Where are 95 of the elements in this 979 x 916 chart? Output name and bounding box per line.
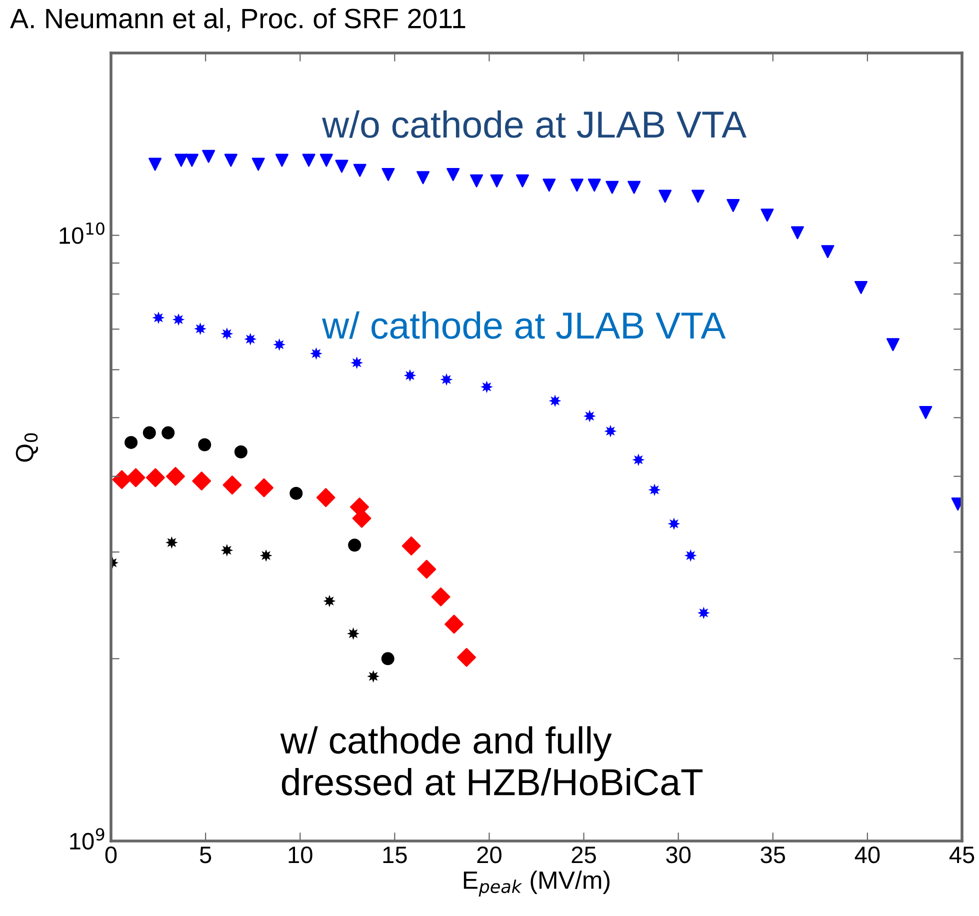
chart-title: A. Neumann et al, Proc. of SRF 2011 <box>10 8 466 32</box>
x-tick-label: 15 <box>383 846 407 864</box>
point <box>628 180 641 194</box>
x-tick-label: 0 <box>105 846 117 864</box>
point <box>416 171 430 184</box>
point <box>697 606 710 620</box>
x-tick-label: 40 <box>854 846 880 864</box>
point <box>192 472 212 490</box>
point <box>470 174 484 188</box>
point <box>320 154 333 167</box>
point <box>417 560 436 579</box>
point <box>790 226 804 240</box>
point <box>112 470 132 490</box>
point <box>220 544 234 556</box>
point <box>174 154 188 167</box>
point <box>148 158 162 171</box>
point <box>431 587 450 606</box>
y-tick-label: 10$^{10}$ <box>60 222 104 244</box>
y-axis-title: Q$_{0}$ <box>16 433 38 462</box>
point <box>172 313 185 326</box>
point <box>347 627 360 640</box>
x-tick-label: 20 <box>477 846 502 864</box>
point <box>348 538 362 552</box>
point <box>691 190 705 203</box>
point <box>124 436 138 449</box>
point <box>185 154 198 167</box>
point <box>353 164 366 177</box>
x-tick-label: 5 <box>200 846 212 864</box>
point <box>606 180 619 194</box>
point <box>290 486 303 500</box>
point <box>202 150 216 163</box>
point <box>152 312 165 324</box>
point <box>323 594 336 608</box>
point <box>198 438 212 452</box>
point <box>220 327 234 340</box>
point <box>446 168 460 182</box>
x-tick-label: 30 <box>666 846 691 864</box>
point <box>726 199 740 212</box>
annotation: w/o cathode at JLAB VTA <box>322 110 747 138</box>
point <box>194 322 206 335</box>
point <box>310 347 322 360</box>
point <box>381 652 394 666</box>
point <box>583 410 596 422</box>
point <box>440 373 453 386</box>
point <box>252 158 265 171</box>
point <box>367 670 380 683</box>
point <box>302 154 316 167</box>
annotation: w/ cathode and fully dressed at HZB/HoBiCaT <box>280 726 703 796</box>
x-tick-label: 35 <box>760 846 786 864</box>
x-tick-label: 25 <box>572 846 596 864</box>
point <box>254 478 274 498</box>
point <box>273 338 286 351</box>
point <box>335 160 348 173</box>
point <box>854 281 868 294</box>
point <box>668 518 680 530</box>
point <box>588 178 601 192</box>
point <box>604 424 617 438</box>
point <box>275 154 288 167</box>
x-axis-title: E$_{peak}$ (MV/m) <box>464 870 610 897</box>
point <box>516 174 530 188</box>
point <box>224 154 238 167</box>
point <box>480 380 493 394</box>
point <box>382 168 395 182</box>
point <box>350 356 364 369</box>
point <box>684 549 697 562</box>
point <box>165 536 178 549</box>
point <box>886 338 900 352</box>
point <box>404 369 416 382</box>
point <box>542 178 556 192</box>
point <box>490 174 504 188</box>
point <box>126 468 146 488</box>
y-tick-label: 10$^{9}$ <box>70 828 104 850</box>
point <box>760 208 774 222</box>
point <box>632 454 645 466</box>
point <box>457 648 476 667</box>
point <box>402 536 421 556</box>
point <box>570 178 584 192</box>
point <box>919 406 932 419</box>
point <box>548 394 562 408</box>
point <box>260 549 272 562</box>
point <box>234 445 248 458</box>
point <box>146 468 165 488</box>
annotation: w/ cathode at JLAB VTA <box>322 311 726 339</box>
point <box>658 190 672 203</box>
x-tick-label: 10 <box>288 846 312 864</box>
point <box>222 476 242 495</box>
point <box>162 426 175 440</box>
point <box>166 466 185 486</box>
point <box>444 614 464 634</box>
point <box>142 426 156 440</box>
point <box>316 488 336 508</box>
point <box>821 245 834 258</box>
x-tick-label: 45 <box>949 846 974 864</box>
point <box>244 332 257 346</box>
point <box>648 484 661 496</box>
